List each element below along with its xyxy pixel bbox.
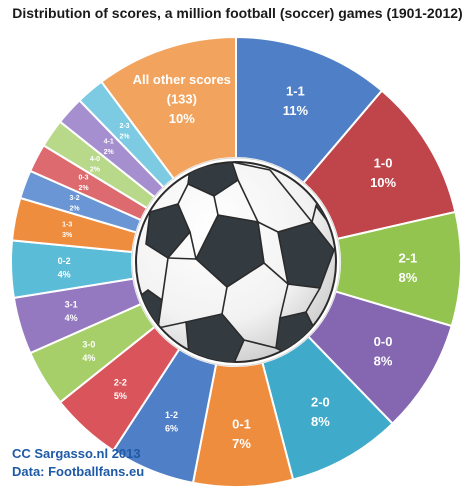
- slice-percent-label: 4%: [82, 353, 95, 363]
- slice-percent-label: 4%: [58, 269, 71, 279]
- slice-label: (133): [167, 91, 197, 106]
- slice-percent-label: 11%: [283, 103, 309, 118]
- slice-label: 0-0: [374, 334, 393, 349]
- slice-label: 1-1: [286, 83, 305, 98]
- slice-label: 1-2: [165, 410, 178, 420]
- slice-label: 1-3: [62, 221, 72, 228]
- slice-label: 4-1: [104, 139, 114, 146]
- slice-percent-label: 8%: [374, 353, 393, 368]
- slice-percent-label: 2%: [104, 149, 115, 156]
- slice-percent-label: 10%: [370, 175, 396, 190]
- donut-slices: [10, 35, 462, 488]
- donut-labels: 1-1 11% 1-0 10% 2-1 8% 0-0 8% 2-0 8% 0-1 7% 1-2 6% 2-2…: [58, 72, 418, 451]
- slice-label: 0-2: [58, 256, 71, 266]
- slice-label: 0-3: [78, 175, 88, 182]
- slice-label: 2-2: [114, 378, 127, 388]
- slice-label: 3-0: [82, 340, 95, 350]
- slice-percent-label: 10%: [169, 111, 195, 126]
- slice-percent-label: 8%: [399, 270, 418, 285]
- slice-percent-label: 7%: [232, 436, 251, 451]
- slice-percent-label: 2%: [78, 185, 89, 192]
- slice-label: 3-2: [70, 195, 80, 202]
- slice-label: 2-0: [311, 395, 330, 410]
- slice-percent-label: 2%: [70, 205, 81, 212]
- slice-percent-label: 4%: [65, 313, 78, 323]
- slice-label: 4-0: [90, 156, 100, 163]
- chart-title: Distribution of scores, a million footba…: [12, 5, 463, 21]
- slice-label: 2-1: [399, 250, 418, 265]
- soccer-ball-icon: [131, 157, 341, 367]
- slice-label: 2-3: [119, 123, 129, 130]
- credit-line-2: Data: Footballfans.eu: [12, 464, 145, 479]
- slice-percent-label: 8%: [311, 414, 330, 429]
- slice-percent-label: 6%: [165, 423, 178, 433]
- slice-percent-label: 2%: [119, 134, 130, 141]
- slice-label: All other scores: [133, 72, 231, 87]
- slice-label: 0-1: [232, 417, 251, 432]
- slice-percent-label: 5%: [114, 391, 127, 401]
- slice-label: 3-1: [65, 299, 78, 309]
- slice-percent-label: 3%: [62, 232, 73, 239]
- slice-label: 1-0: [374, 156, 393, 171]
- credit-line-1: CC Sargasso.nl 2013: [12, 446, 141, 461]
- slice-percent-label: 2%: [90, 166, 101, 173]
